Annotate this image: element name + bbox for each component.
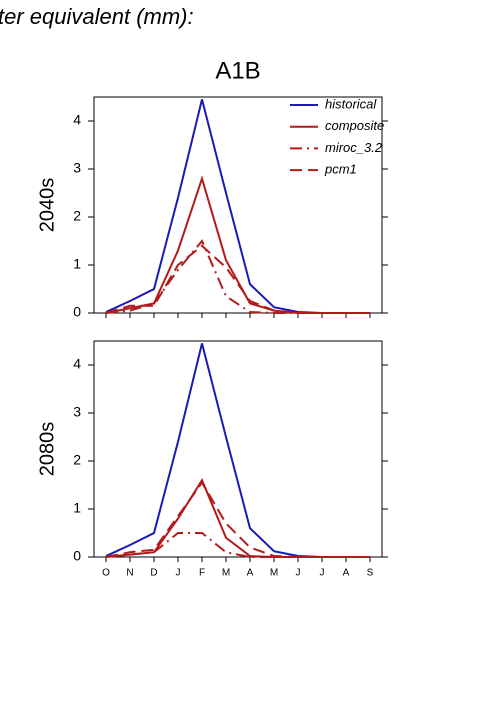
y-axis-label: 2040s xyxy=(36,178,58,233)
x-tick-label: S xyxy=(367,568,374,579)
y-tick-label: 2 xyxy=(73,208,81,224)
legend-label: historical xyxy=(325,96,377,111)
series-line xyxy=(105,478,370,558)
legend-label: pcm1 xyxy=(324,162,357,177)
series-line xyxy=(105,343,370,558)
plot-frame xyxy=(93,340,383,558)
y-tick-label: 0 xyxy=(73,304,81,320)
chart-title: A1B xyxy=(215,57,260,84)
y-tick-label: 1 xyxy=(73,256,81,272)
legend-label: composite xyxy=(325,118,384,133)
page-title: ter equivalent (mm): xyxy=(0,4,194,29)
x-tick-label: M xyxy=(222,568,230,579)
x-tick-label: M xyxy=(270,568,278,579)
y-tick-label: 0 xyxy=(73,548,81,564)
series-line xyxy=(105,239,370,314)
x-tick-label: N xyxy=(126,568,133,579)
legend-label: miroc_3.2 xyxy=(325,140,383,155)
y-tick-label: 3 xyxy=(73,160,81,176)
series-line xyxy=(105,480,370,558)
x-tick-label: D xyxy=(150,568,157,579)
plot-frame xyxy=(93,96,383,314)
x-tick-label: A xyxy=(247,568,254,579)
x-tick-label: J xyxy=(296,568,301,579)
series-line xyxy=(105,244,370,314)
x-tick-label: F xyxy=(199,568,205,579)
x-tick-label: O xyxy=(102,568,110,579)
x-tick-label: J xyxy=(320,568,325,579)
x-tick-label: A xyxy=(343,568,350,579)
y-tick-label: 3 xyxy=(73,404,81,420)
y-tick-label: 2 xyxy=(73,452,81,468)
y-tick-label: 4 xyxy=(73,112,81,128)
y-tick-label: 4 xyxy=(73,356,81,372)
x-tick-label: J xyxy=(176,568,181,579)
y-tick-label: 1 xyxy=(73,500,81,516)
y-axis-label: 2080s xyxy=(36,422,58,477)
